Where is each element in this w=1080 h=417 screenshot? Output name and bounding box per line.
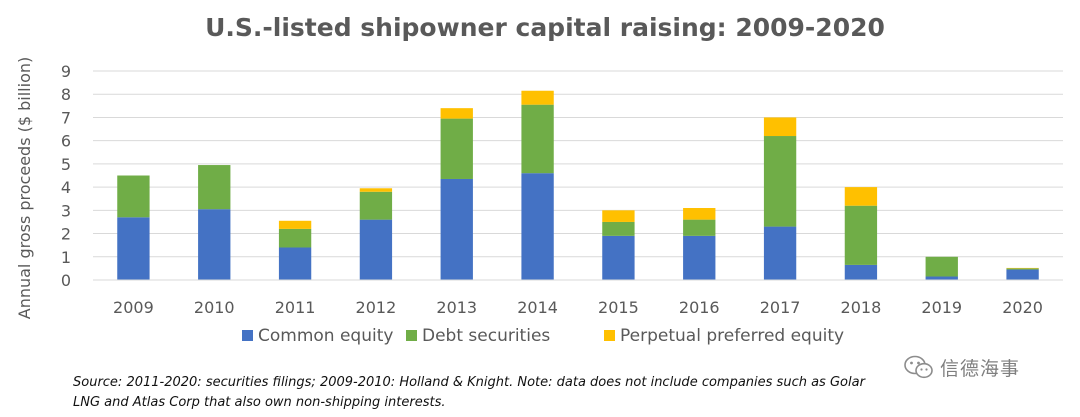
source-note-line-2: LNG and Atlas Corp that also own non-shi…: [73, 395, 446, 410]
watermark-text: 信德海事: [940, 357, 1021, 380]
bar-debt-securities-2011: [278, 228, 312, 248]
bar-common-equity-2011: [278, 247, 312, 280]
bar-debt-securities-2015: [602, 221, 635, 236]
bar-perpetual-preferred-equity-2015: [602, 210, 635, 222]
y-axis-ticks: 0 1 2 3 4 5 6 7 8 9: [61, 62, 71, 290]
y-tick-label: 9: [61, 62, 71, 81]
bar-common-equity-2010: [198, 209, 231, 280]
bar-debt-securities-2009: [117, 175, 150, 218]
bar-common-equity-2009: [117, 217, 150, 280]
y-tick-label: 4: [61, 178, 71, 197]
y-tick-label: 3: [61, 201, 71, 220]
y-axis-label: Annual gross proceeds ($ billion): [15, 57, 34, 319]
bar-common-equity-2015: [602, 235, 635, 280]
x-tick-label: 2016: [679, 298, 720, 317]
y-tick-label: 6: [61, 132, 71, 151]
x-axis-ticks: 2009 2010 2011 2012 2013 2014 2015 2016 2017 2018…: [113, 298, 1043, 317]
bars: [117, 90, 1039, 280]
y-tick-label: 0: [61, 271, 71, 290]
bar-common-equity-2018: [844, 264, 878, 280]
legend-label: Perpetual preferred equity: [620, 326, 844, 346]
x-tick-label: 2015: [598, 298, 639, 317]
x-tick-label: 2010: [194, 298, 235, 317]
gridlines: [93, 70, 1063, 258]
x-tick-label: 2009: [113, 298, 154, 317]
source-note-line-1: Source: 2011-2020: securities filings; 2…: [73, 375, 865, 390]
bar-debt-securities-2014: [521, 104, 554, 174]
bar-common-equity-2012: [359, 219, 393, 280]
legend: Common equity Debt securities Perpetual pr…: [242, 326, 844, 346]
y-tick-label: 7: [61, 108, 71, 127]
x-tick-label: 2011: [275, 298, 316, 317]
bar-debt-securities-2012: [359, 191, 393, 220]
x-tick-label: 2014: [517, 298, 558, 317]
legend-swatch: [242, 330, 253, 341]
bar-perpetual-preferred-equity-2016: [683, 208, 716, 220]
bar-debt-securities-2020: [1006, 268, 1039, 270]
legend-swatch: [406, 330, 417, 341]
x-tick-label: 2012: [356, 298, 397, 317]
legend-swatch: [604, 330, 615, 341]
bar-debt-securities-2019: [925, 256, 958, 277]
bar-debt-securities-2016: [683, 219, 716, 236]
watermark: 信德海事: [904, 352, 1020, 382]
x-tick-label: 2020: [1002, 298, 1043, 317]
bar-common-equity-2019: [925, 276, 958, 280]
source-note: Source: 2011-2020: securities filings; 2…: [73, 373, 1013, 413]
bar-common-equity-2014: [521, 173, 554, 280]
bar-perpetual-preferred-equity-2013: [440, 108, 473, 119]
y-tick-label: 5: [61, 155, 71, 174]
x-tick-label: 2013: [436, 298, 477, 317]
bar-perpetual-preferred-equity-2017: [763, 117, 797, 137]
bar-common-equity-2013: [440, 178, 473, 280]
legend-label: Debt securities: [422, 326, 550, 346]
bar-debt-securities-2013: [440, 118, 473, 179]
wechat-icon: [904, 355, 933, 379]
bar-debt-securities-2010: [198, 165, 231, 210]
bar-perpetual-preferred-equity-2012: [359, 188, 393, 192]
bar-perpetual-preferred-equity-2018: [844, 187, 878, 206]
y-tick-label: 1: [61, 248, 71, 267]
bar-common-equity-2020: [1006, 269, 1039, 280]
chart-title: U.S.-listed shipowner capital raising: 2…: [205, 13, 885, 42]
x-tick-label: 2017: [760, 298, 801, 317]
legend-label: Common equity: [258, 326, 393, 346]
x-tick-label: 2019: [921, 298, 962, 317]
bar-debt-securities-2018: [844, 205, 878, 265]
bar-perpetual-preferred-equity-2011: [278, 220, 312, 229]
bar-perpetual-preferred-equity-2014: [521, 90, 554, 105]
stacked-bar-chart: U.S.-listed shipowner capital raising: 2…: [15, 13, 1063, 346]
bar-common-equity-2017: [763, 226, 797, 280]
y-tick-label: 8: [61, 85, 71, 104]
y-tick-label: 2: [61, 225, 71, 244]
x-tick-label: 2018: [841, 298, 882, 317]
bar-debt-securities-2017: [763, 136, 797, 227]
bar-common-equity-2016: [683, 235, 716, 280]
